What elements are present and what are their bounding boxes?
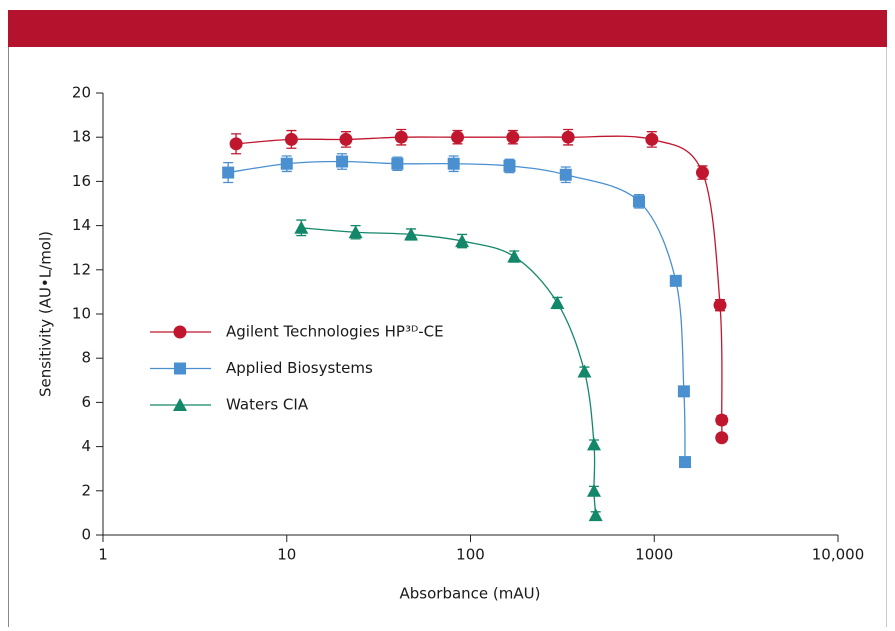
y-tick-label: 0 xyxy=(81,526,91,544)
marker xyxy=(561,130,575,144)
marker xyxy=(294,220,309,234)
marker xyxy=(394,130,408,144)
legend-marker xyxy=(173,325,187,339)
y-tick-label: 10 xyxy=(72,305,91,323)
marker xyxy=(506,130,520,144)
marker xyxy=(669,274,682,287)
marker xyxy=(586,437,601,451)
x-tick-label: 1000 xyxy=(635,546,673,564)
marker xyxy=(677,385,690,398)
marker xyxy=(678,456,691,469)
marker xyxy=(391,157,404,170)
x-tick-label: 10,000 xyxy=(812,546,865,564)
x-tick-label: 1 xyxy=(98,546,108,564)
x-tick-label: 10 xyxy=(277,546,296,564)
y-tick-label: 6 xyxy=(81,393,91,411)
legend-marker xyxy=(173,398,187,411)
marker xyxy=(284,132,298,146)
marker xyxy=(632,195,645,208)
marker xyxy=(713,298,727,312)
legend-label: Waters CIA xyxy=(226,396,309,414)
marker xyxy=(695,166,709,180)
marker xyxy=(715,431,729,445)
y-tick-label: 14 xyxy=(72,216,91,234)
series-line xyxy=(301,227,597,516)
marker xyxy=(336,155,349,168)
marker xyxy=(455,234,470,248)
marker xyxy=(503,159,516,172)
marker xyxy=(507,249,522,263)
x-axis-label: Absorbance (mAU) xyxy=(400,585,541,603)
y-tick-label: 8 xyxy=(81,349,91,367)
y-axis-label: Sensitivity (AU•L/mol) xyxy=(37,231,55,397)
legend-marker xyxy=(174,362,186,375)
marker xyxy=(404,227,419,241)
marker xyxy=(280,157,293,170)
header-band xyxy=(8,10,887,47)
marker xyxy=(586,483,601,497)
y-tick-label: 4 xyxy=(81,437,91,455)
marker xyxy=(222,166,235,179)
y-tick-label: 12 xyxy=(72,260,91,278)
legend-label: Applied Biosystems xyxy=(226,359,373,377)
y-tick-label: 2 xyxy=(81,481,91,499)
marker xyxy=(645,132,659,146)
legend-label: Agilent Technologies HP³ᴰ-CE xyxy=(226,323,444,341)
marker xyxy=(447,157,460,170)
marker xyxy=(577,364,592,378)
marker xyxy=(588,508,603,522)
marker xyxy=(559,168,572,181)
marker xyxy=(550,295,565,309)
marker xyxy=(348,225,363,239)
y-tick-label: 20 xyxy=(72,84,91,102)
y-tick-label: 16 xyxy=(72,172,91,190)
marker xyxy=(339,132,353,146)
marker xyxy=(229,137,243,151)
series-line xyxy=(228,160,686,463)
marker xyxy=(715,413,729,427)
x-tick-label: 100 xyxy=(456,546,485,564)
y-tick-label: 18 xyxy=(72,128,91,146)
series-line xyxy=(236,135,723,438)
marker xyxy=(451,130,465,144)
